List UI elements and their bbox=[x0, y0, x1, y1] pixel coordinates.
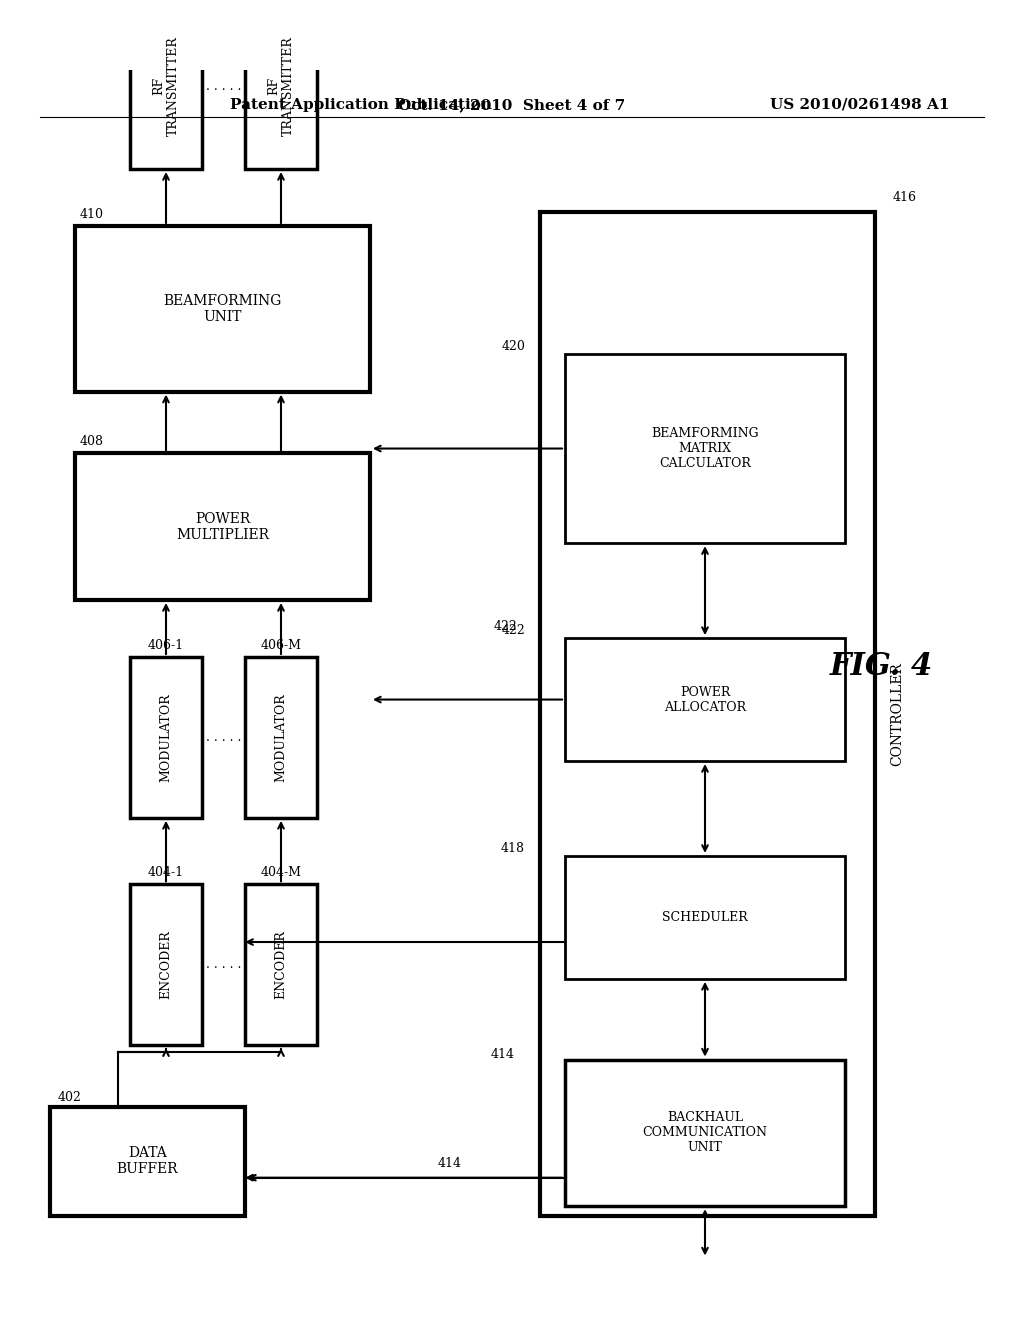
Text: . . . . .: . . . . . bbox=[206, 958, 242, 972]
Text: POWER
ALLOCATOR: POWER ALLOCATOR bbox=[664, 685, 746, 714]
Bar bbox=[565, 638, 845, 762]
Text: 422: 422 bbox=[494, 620, 517, 634]
Text: Oct. 14, 2010  Sheet 4 of 7: Oct. 14, 2010 Sheet 4 of 7 bbox=[398, 98, 626, 112]
Text: SCHEDULER: SCHEDULER bbox=[663, 911, 748, 924]
Text: 418: 418 bbox=[501, 842, 525, 855]
Bar bbox=[245, 884, 317, 1045]
Text: . . . . .: . . . . . bbox=[206, 731, 242, 744]
Text: CONTROLLER: CONTROLLER bbox=[890, 661, 904, 766]
Text: . . . . .: . . . . . bbox=[206, 79, 242, 92]
Text: RF
TRANSMITTER: RF TRANSMITTER bbox=[152, 36, 180, 136]
Text: MODULATOR: MODULATOR bbox=[160, 693, 172, 781]
Text: DATA
BUFFER: DATA BUFFER bbox=[117, 1146, 178, 1176]
Bar bbox=[130, 884, 202, 1045]
Bar bbox=[565, 1060, 845, 1206]
Text: 402: 402 bbox=[58, 1090, 82, 1104]
Text: 404-M: 404-M bbox=[260, 866, 301, 879]
Text: 414: 414 bbox=[438, 1156, 462, 1170]
Text: 416: 416 bbox=[893, 191, 918, 205]
Bar bbox=[245, 657, 317, 818]
Text: 410: 410 bbox=[80, 209, 104, 220]
Bar bbox=[130, 4, 202, 169]
Text: ENCODER: ENCODER bbox=[274, 931, 288, 999]
Text: 404-1: 404-1 bbox=[147, 866, 184, 879]
Text: POWER
MULTIPLIER: POWER MULTIPLIER bbox=[176, 512, 269, 541]
Text: 406-1: 406-1 bbox=[147, 639, 184, 652]
Bar bbox=[565, 354, 845, 544]
Text: 408: 408 bbox=[80, 436, 104, 449]
Bar bbox=[75, 453, 370, 601]
Text: 422: 422 bbox=[502, 624, 525, 638]
Text: US 2010/0261498 A1: US 2010/0261498 A1 bbox=[770, 98, 950, 112]
Bar bbox=[565, 855, 845, 979]
Bar bbox=[75, 226, 370, 392]
Bar bbox=[245, 4, 317, 169]
Bar bbox=[540, 211, 874, 1216]
Text: Patent Application Publication: Patent Application Publication bbox=[230, 98, 492, 112]
Bar bbox=[130, 657, 202, 818]
Bar bbox=[50, 1107, 245, 1216]
Text: BACKHAUL
COMMUNICATION
UNIT: BACKHAUL COMMUNICATION UNIT bbox=[642, 1111, 768, 1155]
Text: BEAMFORMING
UNIT: BEAMFORMING UNIT bbox=[163, 294, 282, 323]
Text: MODULATOR: MODULATOR bbox=[274, 693, 288, 781]
Text: ENCODER: ENCODER bbox=[160, 931, 172, 999]
Text: BEAMFORMING
MATRIX
CALCULATOR: BEAMFORMING MATRIX CALCULATOR bbox=[651, 428, 759, 470]
Text: FIG. 4: FIG. 4 bbox=[830, 651, 933, 682]
Text: 406-M: 406-M bbox=[260, 639, 301, 652]
Text: RF
TRANSMITTER: RF TRANSMITTER bbox=[267, 36, 295, 136]
Text: 414: 414 bbox=[490, 1048, 515, 1061]
Text: 420: 420 bbox=[501, 339, 525, 352]
